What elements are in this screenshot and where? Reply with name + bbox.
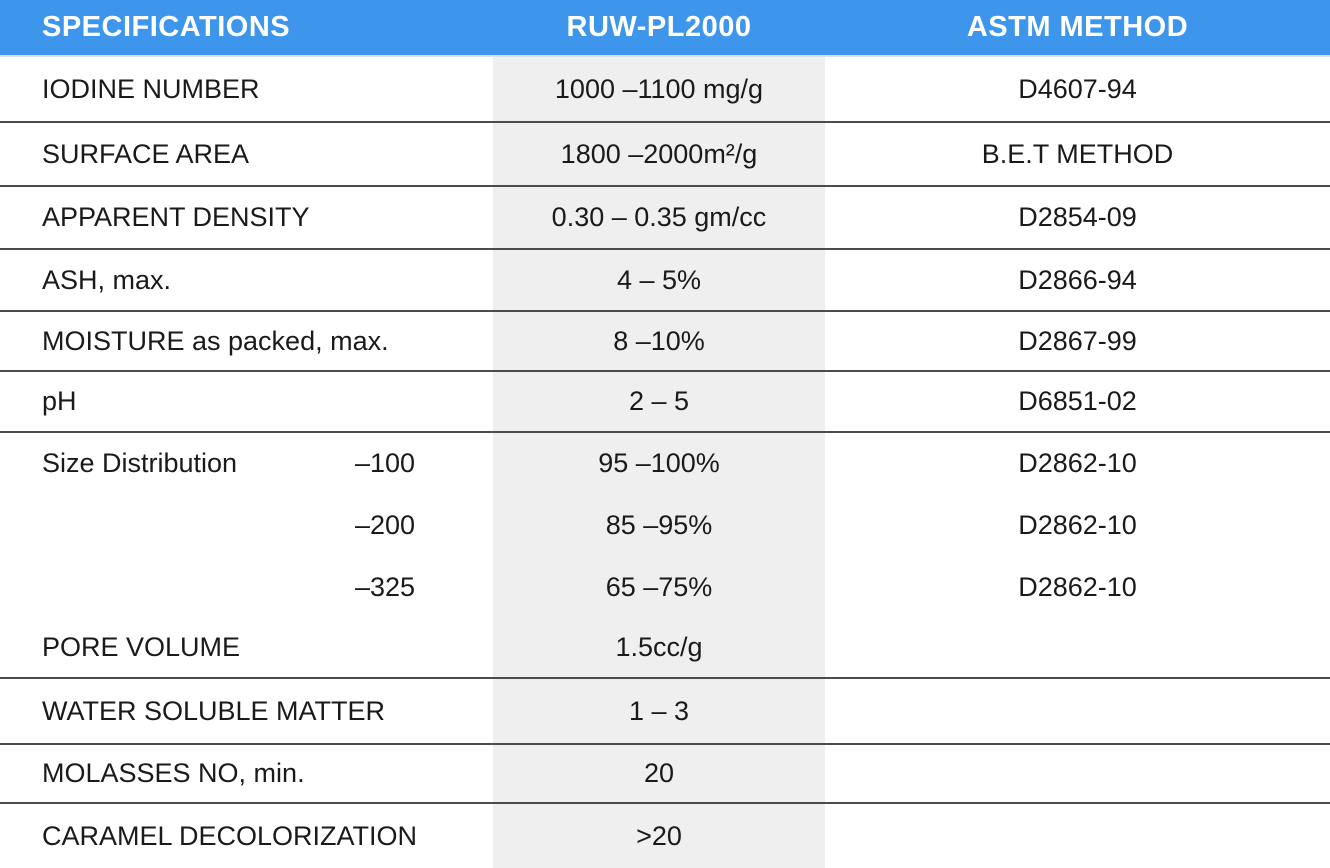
value-cell: 1000 –1100 mg/g bbox=[554, 73, 764, 104]
method-cell: D4607-94 bbox=[1018, 73, 1137, 104]
table-row-ph: pH 2 – 5 D6851-02 bbox=[0, 372, 1330, 433]
spec-cell: PORE VOLUME bbox=[42, 632, 241, 662]
value-cell: 1800 –2000m²/g bbox=[560, 138, 758, 169]
method-cell: B.E.T METHOD bbox=[981, 138, 1174, 169]
spec-cell: Size Distribution bbox=[42, 448, 238, 478]
spec-cell: CARAMEL DECOLORIZATION bbox=[42, 820, 418, 851]
spec-cell: SURFACE AREA bbox=[42, 138, 250, 169]
value-column-band bbox=[493, 57, 825, 868]
table-row-surface-area: SURFACE AREA 1800 –2000m²/g B.E.T METHOD bbox=[0, 123, 1330, 187]
table-row-ash: ASH, max. 4 – 5% D2866-94 bbox=[0, 250, 1330, 312]
spec-cell: ASH, max. bbox=[42, 264, 172, 295]
spec-cell: pH bbox=[42, 386, 77, 416]
table-row-molasses-no: MOLASSES NO, min. 20 bbox=[0, 745, 1330, 804]
spec-cell: IODINE NUMBER bbox=[42, 73, 260, 104]
value-cell: 1 – 3 bbox=[628, 695, 690, 726]
value-cell: >20 bbox=[636, 820, 682, 851]
spec-cell: MOLASSES NO, min. bbox=[42, 758, 305, 788]
spec-cell: WATER SOLUBLE MATTER bbox=[42, 695, 386, 726]
header-product: RUW-PL2000 bbox=[566, 11, 752, 43]
mesh-cell: –325 bbox=[355, 571, 416, 602]
value-cell: 95 –100% bbox=[598, 448, 720, 478]
mesh-cell: –200 bbox=[355, 509, 416, 540]
method-cell: D2866-94 bbox=[1018, 264, 1137, 295]
mesh-cell: –100 bbox=[355, 448, 416, 478]
table-row-water-soluble-matter: WATER SOLUBLE MATTER 1 – 3 bbox=[0, 679, 1330, 745]
table-row-caramel-decolorization: CARAMEL DECOLORIZATION >20 bbox=[0, 804, 1330, 868]
table-row-iodine-number: IODINE NUMBER 1000 –1100 mg/g D4607-94 bbox=[0, 57, 1330, 123]
table-row-apparent-density: APPARENT DENSITY 0.30 – 0.35 gm/cc D2854… bbox=[0, 187, 1330, 250]
value-cell: 65 –75% bbox=[605, 571, 713, 602]
method-cell: D6851-02 bbox=[1018, 386, 1137, 416]
header-specifications: SPECIFICATIONS bbox=[42, 11, 291, 43]
value-cell: 8 –10% bbox=[613, 325, 705, 356]
spec-cell: MOISTURE as packed, max. bbox=[42, 325, 389, 356]
value-cell: 4 – 5% bbox=[616, 264, 702, 295]
spec-cell: APPARENT DENSITY bbox=[42, 202, 310, 232]
value-cell: 1.5cc/g bbox=[615, 632, 703, 662]
value-cell: 0.30 – 0.35 gm/cc bbox=[551, 202, 767, 232]
table-row-size-distribution-100: Size Distribution –100 95 –100% D2862-10 bbox=[0, 433, 1330, 494]
table-row-size-distribution-200: –200 85 –95% D2862-10 bbox=[0, 494, 1330, 556]
method-cell: D2867-99 bbox=[1018, 325, 1137, 356]
value-cell: 2 – 5 bbox=[628, 386, 690, 416]
header-astm-method: ASTM METHOD bbox=[966, 11, 1189, 43]
table-row-size-distribution-325: –325 65 –75% D2862-10 bbox=[0, 556, 1330, 618]
method-cell: D2862-10 bbox=[1018, 509, 1137, 540]
method-cell: D2862-10 bbox=[1018, 448, 1137, 478]
method-cell: D2854-09 bbox=[1018, 202, 1137, 232]
table-row-pore-volume: PORE VOLUME 1.5cc/g bbox=[0, 618, 1330, 679]
table-row-moisture: MOISTURE as packed, max. 8 –10% D2867-99 bbox=[0, 312, 1330, 372]
method-cell: D2862-10 bbox=[1018, 571, 1137, 602]
value-cell: 85 –95% bbox=[605, 509, 713, 540]
table-header-row: SPECIFICATIONS RUW-PL2000 ASTM METHOD bbox=[0, 0, 1330, 57]
value-cell: 20 bbox=[643, 758, 675, 788]
